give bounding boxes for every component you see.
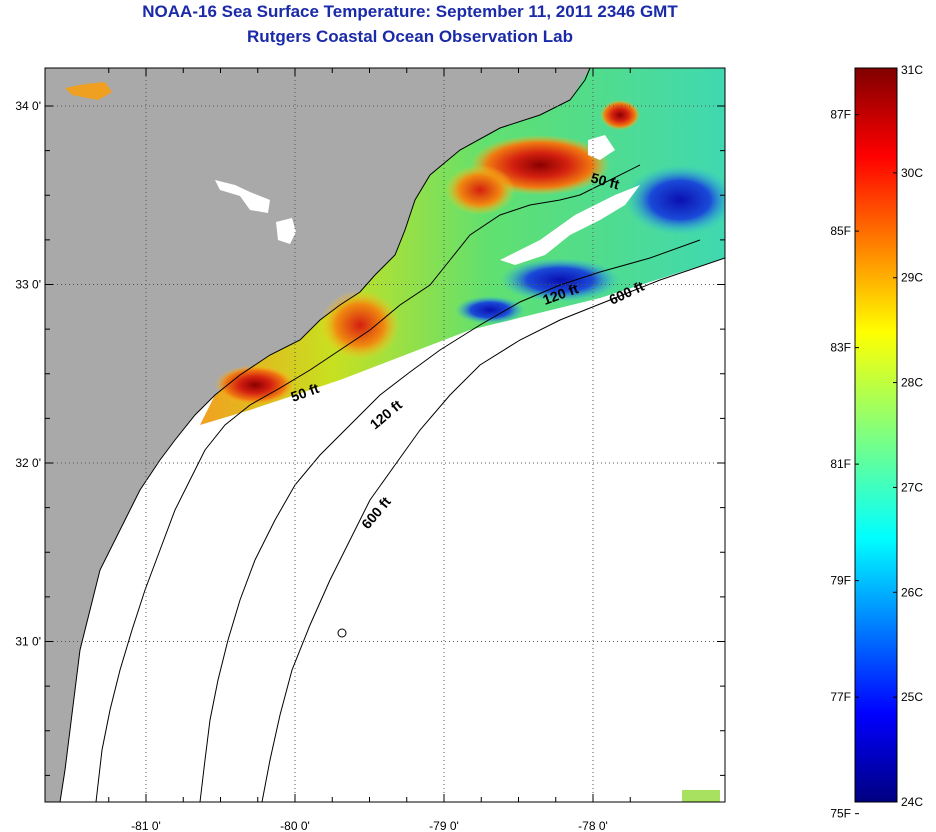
colorbar-celsius-label: 26C xyxy=(901,585,923,599)
colorbar-fahrenheit-label: 77F xyxy=(830,690,851,704)
lon-tick-label: -80 0' xyxy=(280,819,310,832)
lat-tick-label: 31 0' xyxy=(15,635,41,649)
isobath-50ft xyxy=(95,164,641,802)
lat-tick-label: 33 0' xyxy=(15,278,41,292)
colorbar-fahrenheit-label: 75F xyxy=(830,807,851,821)
colorbar-fahrenheit-label: 81F xyxy=(830,457,851,471)
map-subtitle: Rutgers Coastal Ocean Observation Lab xyxy=(247,27,573,46)
isobath-120ft xyxy=(199,239,701,802)
warm-core-south xyxy=(215,365,295,405)
cloud-mask xyxy=(500,185,640,265)
map-title: NOAA-16 Sea Surface Temperature: Septemb… xyxy=(142,2,678,21)
data-speck-se xyxy=(682,790,720,802)
lon-tick-label: -78 0' xyxy=(578,819,608,832)
warm-patch xyxy=(445,165,515,215)
cold-patch-sw xyxy=(455,296,525,324)
colorbar-celsius-label: 30C xyxy=(901,166,923,180)
lon-tick-label: -79 0' xyxy=(429,819,459,832)
lat-tick-label: 34 0' xyxy=(15,99,41,113)
cold-patch-mid xyxy=(500,258,620,302)
colorbar-fahrenheit-label: 83F xyxy=(830,341,851,355)
cloud-mask-2 xyxy=(588,135,615,160)
colorbar-celsius-label: 25C xyxy=(901,690,923,704)
map-frame xyxy=(44,67,726,803)
seamount-contour xyxy=(337,628,347,638)
colorbar-labels: 31C 30C 29C 28C 27C 26C 25C 24C 87F 85F 83F 81F 79F 7… xyxy=(830,63,923,821)
colorbar-celsius-label: 31C xyxy=(901,63,923,77)
lat-tick-label: 32 0' xyxy=(15,456,41,470)
isobath-600ft xyxy=(261,257,725,802)
lon-tick-label: -81 0' xyxy=(131,819,161,832)
colorbar-fahrenheit-label: 87F xyxy=(830,108,851,122)
colorbar-celsius-label: 28C xyxy=(901,376,923,390)
graticule xyxy=(45,68,725,802)
colorbar-celsius-label: 29C xyxy=(901,271,923,285)
warm-patch-ne xyxy=(600,100,640,130)
land-mass xyxy=(45,68,590,802)
colorbar-celsius-label: 27C xyxy=(901,480,923,494)
colorbar-celsius-label: 24C xyxy=(901,795,923,809)
data-speck-nw xyxy=(65,82,112,100)
contour-label-50ft-north: 50 ft xyxy=(589,169,621,192)
coastline xyxy=(59,68,591,802)
lake xyxy=(276,218,296,244)
axis-ticks xyxy=(45,68,725,802)
colorbar-fahrenheit-label: 79F xyxy=(830,574,851,588)
colorbar-fahrenheit-label: 85F xyxy=(830,224,851,238)
warm-patch-mid xyxy=(320,290,400,360)
cold-patch-ne xyxy=(625,165,725,235)
colorbar-gradient xyxy=(854,67,898,803)
lake-2 xyxy=(215,180,270,213)
axis-labels: -81 0' -80 0' -79 0' -78 0' 34 0' 33 0' 32 0' 3… xyxy=(15,99,607,832)
